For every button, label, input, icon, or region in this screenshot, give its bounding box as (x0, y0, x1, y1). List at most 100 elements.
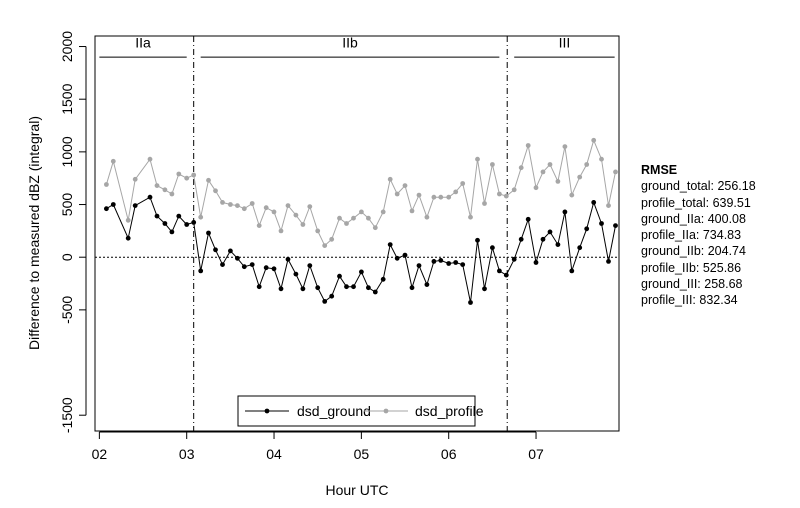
dsd-profile-point (503, 193, 509, 199)
y-axis: 2000 1500 1000 500 0 -500 -1500 (59, 31, 87, 433)
dsd-profile-point (402, 183, 408, 189)
dsd-ground-point (438, 258, 444, 263)
dsd-profile-point (104, 182, 109, 187)
dsd-profile-point (278, 228, 284, 234)
dsd-profile-point (540, 169, 546, 175)
x-tick-label-06: 06 (441, 446, 457, 462)
x-axis: 02 03 04 05 06 07 (92, 431, 544, 462)
dsd-profile-point (300, 222, 306, 227)
legend-label-dsd-profile: dsd_profile (415, 403, 484, 419)
dsd-profile-point (453, 189, 459, 195)
phase-label-iia: IIa (135, 35, 151, 51)
dsd-ground-point (547, 229, 553, 235)
dsd-profile-point (547, 162, 553, 167)
dsd-ground-point (315, 285, 321, 291)
rmse-profile-total: profile_total: 639.51 (641, 195, 751, 210)
dsd-ground-point (256, 284, 262, 290)
dsd-ground-point (394, 255, 400, 261)
dsd-ground-point (132, 203, 138, 209)
dsd-ground-point (263, 265, 269, 271)
dsd-ground-point (555, 242, 561, 248)
dsd-profile-line (105, 138, 616, 247)
dsd-profile-point (518, 165, 524, 171)
dsd-ground-point (228, 248, 233, 254)
dsd-ground-point (584, 226, 590, 232)
y-axis-label: Difference to measured dBZ (integral) (26, 116, 42, 350)
dsd-ground-point (599, 221, 604, 226)
dsd-ground-point (351, 284, 356, 290)
y-tick-label-500: 500 (59, 193, 75, 217)
dsd-ground-point (344, 284, 349, 290)
dsd-ground-point (453, 260, 459, 265)
dsd-profile-point (249, 201, 255, 206)
dsd-ground-point (497, 268, 502, 274)
dsd-profile-point (409, 208, 415, 214)
dsd-ground-point (206, 230, 211, 236)
dsd-profile-point (271, 209, 277, 215)
dsd-profile-point (511, 187, 517, 193)
dsd-ground-point (104, 206, 109, 212)
dsd-profile-point (307, 204, 313, 210)
y-tick-label-1000: 1000 (59, 136, 75, 167)
dsd-profile-point (431, 194, 437, 200)
dsd-ground-point (169, 229, 175, 235)
dsd-ground-point (235, 255, 240, 261)
dsd-profile-point (380, 209, 386, 215)
dsd-ground-point (220, 262, 225, 267)
dsd-ground-point (329, 293, 335, 299)
phase-labels: IIa IIb III (99, 35, 615, 58)
dsd-ground-point (591, 200, 597, 205)
dsd-ground-point (154, 213, 160, 219)
dsd-ground-point (613, 223, 618, 229)
dsd-ground-point (431, 259, 437, 264)
dsd-ground-point (241, 264, 247, 270)
dsd-profile-point (132, 176, 138, 182)
x-tick-label-02: 02 (92, 446, 108, 462)
dsd-profile-point (577, 174, 583, 180)
legend-marker-dsd-ground (264, 408, 270, 414)
x-tick-label-07: 07 (528, 446, 544, 462)
dsd-profile-point (315, 228, 321, 234)
dsd-profile-point (176, 171, 182, 177)
dsd-profile-point (424, 214, 430, 220)
dsd-profile-point (606, 203, 611, 209)
dsd-profile-point (569, 192, 575, 198)
dsd-profile-point (525, 143, 531, 148)
dsd-profile-point (198, 214, 204, 220)
dsd-profile-point (235, 203, 240, 209)
dsd-ground-point (416, 263, 422, 268)
rmse-panel: RMSE ground_total: 256.18 profile_total:… (641, 162, 756, 309)
dsd-profile-point (416, 192, 422, 198)
dsd-ground-point (380, 276, 386, 282)
dsd-ground-point (424, 282, 430, 287)
dsd-ground-point (540, 236, 546, 242)
series-layer (104, 137, 618, 305)
dsd-profile-point (191, 172, 197, 178)
dsd-profile-point (162, 187, 168, 193)
dsd-profile-point (147, 156, 153, 162)
x-tick-label-05: 05 (354, 446, 370, 462)
x-tick-label-04: 04 (266, 446, 282, 462)
legend-label-dsd-ground: dsd_ground (297, 403, 371, 419)
dsd-profile-point (213, 188, 218, 194)
dsd-profile-point (293, 212, 299, 218)
rmse-ground-total: ground_total: 256.18 (641, 179, 756, 194)
x-tick-label-03: 03 (179, 446, 195, 462)
y-tick-label-1500: 1500 (59, 83, 75, 114)
rmse-profile-iib: profile_IIb: 525.86 (641, 260, 742, 275)
dsd-ground-point (184, 222, 190, 227)
dsd-profile-point (220, 200, 225, 205)
y-tick-label-500: -500 (59, 296, 75, 324)
dsd-ground-point (482, 286, 487, 292)
y-tick-label-1500: -1500 (59, 397, 75, 433)
dsd-ground-point (300, 286, 306, 292)
dsd-profile-point (329, 236, 335, 242)
dsd-ground-point (322, 299, 328, 304)
dsd-profile-point (497, 191, 502, 197)
dsd-profile-point (475, 156, 480, 162)
dsd-profile-point (322, 243, 328, 249)
dsd-ground-point (606, 259, 611, 264)
rmse-ground-iia: ground_IIa: 400.08 (641, 211, 746, 226)
dsd-ground-point (278, 286, 284, 292)
